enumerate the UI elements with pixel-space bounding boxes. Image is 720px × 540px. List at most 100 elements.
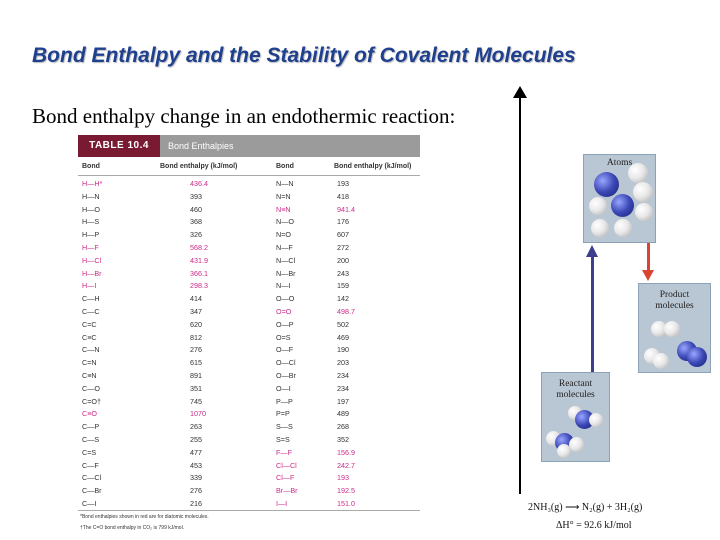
bond-enthalpy-table: TABLE 10.4 Bond Enthalpies Bond Bond ent… (78, 135, 420, 537)
enthalpy-cell: 568.2 (190, 243, 208, 252)
hydrogen-atom (651, 321, 667, 337)
nitrogen-atom (611, 194, 634, 217)
bond-cell: O—Br (276, 371, 296, 380)
enthalpy-cell: 268 (337, 422, 349, 432)
bond-forming-arrowhead (642, 270, 654, 281)
header-rule (78, 175, 420, 176)
bond-cell: C≡N (82, 371, 97, 380)
enthalpy-cell: 431.9 (190, 255, 208, 265)
reaction-enthalpy: ΔH° = 92.6 kJ/mol (556, 520, 632, 531)
bond-cell: N≡N (276, 204, 291, 214)
footer-rule (78, 510, 420, 511)
enthalpy-cell: 276 (190, 345, 202, 355)
hydrogen-atom (628, 163, 648, 183)
enthalpy-cell: 477 (190, 447, 202, 457)
hydrogen-atom (635, 203, 653, 221)
bond-cell: C—N (82, 345, 100, 355)
bond-cell: H—S (82, 217, 100, 227)
enthalpy-cell: 469 (337, 332, 349, 342)
bond-cell: N—Cl (276, 255, 296, 265)
bond-cell: H—P (82, 230, 100, 240)
enthalpy-cell: 498.7 (337, 307, 355, 316)
bond-cell: O—F (276, 345, 294, 355)
enthalpy-cell: 489 (337, 409, 349, 419)
bond-cell: C=N (82, 358, 97, 368)
bond-cell: H—N (82, 191, 100, 201)
bond-cell: P=P (276, 409, 290, 419)
table-header-bar: TABLE 10.4 Bond Enthalpies (78, 135, 420, 157)
enthalpy-cell: 436.4 (190, 179, 208, 188)
bond-forming-arrow (647, 243, 650, 271)
enthalpy-cell: 352 (337, 435, 349, 444)
enthalpy-cell: 298.3 (190, 281, 208, 291)
bond-breaking-arrowhead (586, 245, 598, 257)
bond-cell: N—Br (276, 268, 296, 278)
enthalpy-cell: 393 (190, 191, 202, 201)
bond-cell: N=O (276, 230, 291, 240)
enthalpy-cell: 418 (337, 191, 349, 201)
enthalpy-cell: 1070 (190, 409, 206, 419)
col-header-enthalpy-2: Bond enthalpy (kJ/mol) (334, 163, 412, 170)
enthalpy-cell: 812 (190, 332, 202, 342)
hydrogen-atom (569, 437, 584, 452)
bond-cell: Cl—F (276, 473, 295, 483)
col-header-enthalpy-1: Bond enthalpy (kJ/mol) (160, 163, 238, 170)
slide-subtitle: Bond enthalpy change in an endothermic r… (32, 104, 456, 128)
atoms-label: Atoms (606, 158, 633, 168)
bond-cell: N—O (276, 217, 294, 227)
bond-breaking-arrow (591, 256, 594, 372)
bond-cell: H—Br (82, 268, 102, 278)
enthalpy-cell: 368 (190, 217, 202, 227)
enthalpy-cell: 200 (337, 255, 349, 265)
enthalpy-cell: 142 (337, 294, 349, 304)
bond-cell: O—I (276, 383, 291, 393)
enthalpy-cell: 156.9 (337, 447, 355, 457)
reaction-equation: 2NH₃(g) ⟶ N₂(g) + 3H₂(g) (528, 502, 643, 513)
bond-cell: H—I (82, 281, 97, 291)
hydrogen-atom (633, 182, 653, 202)
enthalpy-cell: 453 (190, 460, 202, 470)
enthalpy-cell: 502 (337, 319, 349, 329)
nitrogen-atom (575, 410, 594, 429)
bond-cell: O—P (276, 319, 294, 329)
enthalpy-cell: 941.4 (337, 204, 355, 214)
bond-cell: S—S (276, 422, 293, 432)
col-header-bond-1: Bond (82, 163, 100, 170)
bond-cell: O=O (276, 307, 292, 316)
enthalpy-cell: 347 (190, 307, 202, 316)
enthalpy-cell: 339 (190, 473, 202, 483)
bond-cell: O—O (276, 294, 295, 304)
hydrogen-atom (589, 197, 607, 215)
table-number-tag: TABLE 10.4 (78, 135, 160, 157)
enthalpy-cell: 272 (337, 243, 349, 252)
bond-cell: C=O† (82, 396, 101, 406)
hydrogen-atom (589, 413, 603, 427)
enthalpy-cell: 615 (190, 358, 202, 368)
product-molecules-label: Product molecules (655, 290, 694, 311)
hydrogen-atom (614, 219, 632, 237)
bond-cell: Cl—Cl (276, 460, 297, 470)
bond-cell: Br—Br (276, 486, 298, 496)
bond-cell: N=N (276, 191, 291, 201)
enthalpy-axis (519, 96, 521, 494)
bond-cell: O—Cl (276, 358, 296, 368)
enthalpy-cell: 366.1 (190, 268, 208, 278)
bond-cell: C—P (82, 422, 100, 432)
bond-cell: P—P (276, 396, 293, 406)
bond-cell: C—S (82, 435, 100, 444)
bond-cell: C—I (82, 499, 97, 508)
hydrogen-atom (557, 444, 571, 458)
slide-title: Bond Enthalpy and the Stability of Coval… (32, 44, 576, 67)
enthalpy-cell: 460 (190, 204, 202, 214)
enthalpy-cell: 190 (337, 345, 349, 355)
bond-cell: C—O (82, 383, 100, 393)
bond-cell: C≡O (82, 409, 97, 419)
enthalpy-cell: 192.5 (337, 486, 355, 496)
enthalpy-cell: 234 (337, 383, 349, 393)
enthalpy-cell: 151.0 (337, 499, 355, 508)
bond-cell: F—F (276, 447, 292, 457)
enthalpy-axis-arrowhead (513, 86, 527, 98)
bond-cell: C—Cl (82, 473, 102, 483)
nitrogen-atom (687, 347, 707, 367)
bond-cell: C—F (82, 460, 99, 470)
